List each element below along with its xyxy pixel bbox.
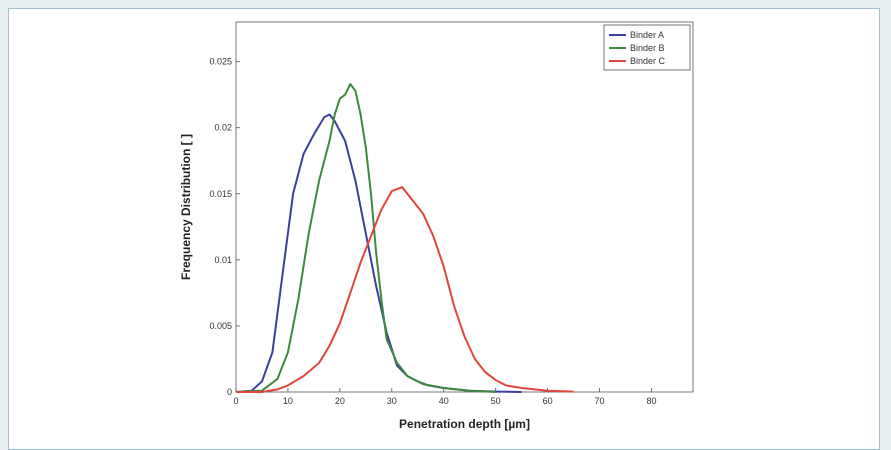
- line-chart: 0 10 20 30 40 50 60 70 80 0 0.005 0.01 0.015 0.02 0.0…: [179, 21, 694, 431]
- x-tick-label: 0: [233, 396, 238, 406]
- x-tick-label: 70: [595, 396, 605, 406]
- legend: Binder A Binder B Binder C: [603, 24, 691, 71]
- series-line-2: [235, 83, 496, 393]
- series-lines: [235, 83, 574, 393]
- x-axis-label: Penetration depth [µm]: [399, 417, 530, 431]
- legend-label: Binder B: [630, 43, 665, 53]
- y-tick-label: 0.025: [209, 57, 232, 67]
- y-tick-label: 0.015: [209, 189, 232, 199]
- x-tick-label: 50: [491, 396, 501, 406]
- legend-label: Binder C: [630, 56, 666, 66]
- y-tick-label: 0.01: [214, 255, 232, 265]
- y-axis: 0 0.005 0.01 0.015 0.02 0.025: [209, 57, 240, 397]
- x-tick-label: 30: [387, 396, 397, 406]
- x-tick-label: 40: [439, 396, 449, 406]
- legend-label: Binder A: [630, 30, 664, 40]
- x-tick-label: 80: [646, 396, 656, 406]
- y-tick-label: 0: [227, 387, 232, 397]
- x-tick-label: 20: [335, 396, 345, 406]
- y-axis-label: Frequency Distribution [ ]: [179, 134, 193, 280]
- x-tick-label: 10: [283, 396, 293, 406]
- series-line-3: [236, 186, 574, 393]
- y-tick-label: 0.005: [209, 321, 232, 331]
- x-tick-label: 60: [543, 396, 553, 406]
- x-axis: 0 10 20 30 40 50 60 70 80: [233, 388, 656, 406]
- y-tick-label: 0.02: [214, 123, 232, 133]
- plot-area: [235, 21, 694, 393]
